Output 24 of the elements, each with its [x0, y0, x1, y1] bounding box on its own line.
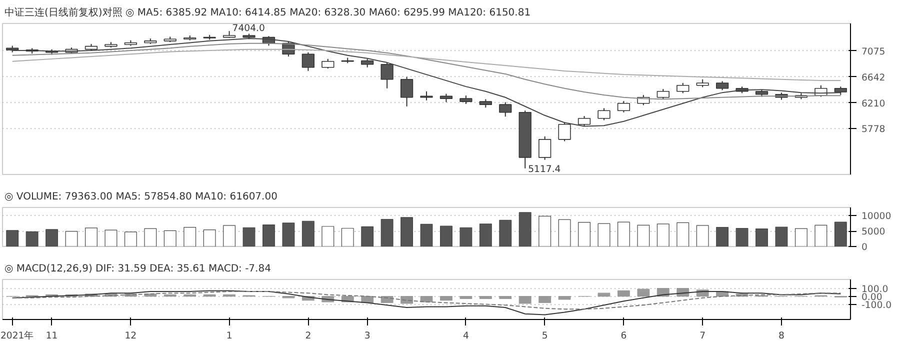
y-tick-label: 5778	[862, 124, 886, 136]
chart-title: ◎ MACD(12,26,9) DIF: 31.59 DEA: 35.61 MACD: -7.84	[4, 264, 271, 274]
y-tick-label: 10000	[862, 211, 892, 222]
x-tick-label: 4	[462, 330, 469, 342]
y-tick-label: -100.0	[862, 300, 892, 311]
y-tick-label: 6210	[862, 98, 886, 110]
annotation: 7404.0	[232, 23, 265, 34]
x-tick-label: 11	[46, 330, 58, 342]
y-tick-label: 0	[862, 242, 868, 253]
x-tick-label: 12	[124, 330, 137, 342]
x-tick-label: 8	[778, 330, 785, 342]
x-tick-label: 1	[226, 330, 232, 342]
x-tick-label: 5	[542, 330, 548, 342]
x-tick-label: 2	[305, 330, 312, 342]
x-tick-label: 2021年	[0, 330, 34, 342]
y-tick-label: 5000	[862, 226, 886, 238]
x-tick-label: 6	[620, 330, 627, 342]
chart-title: 中证三连(日线前复权)对照 ◎ MA5: 6385.92 MA10: 6414.85 MA20: 6328.30 MA60: 6295.99 MA120: 6150.81	[4, 6, 531, 18]
y-tick-label: 7075	[862, 46, 886, 58]
x-tick-label: 7	[700, 330, 706, 342]
y-tick-label: 6642	[862, 72, 886, 84]
chart-title: ◎ VOLUME: 79363.00 MA5: 57854.80 MA10: 61607.00	[4, 192, 278, 202]
x-tick-label: 3	[364, 330, 370, 342]
annotation: 5117.4	[528, 164, 561, 175]
